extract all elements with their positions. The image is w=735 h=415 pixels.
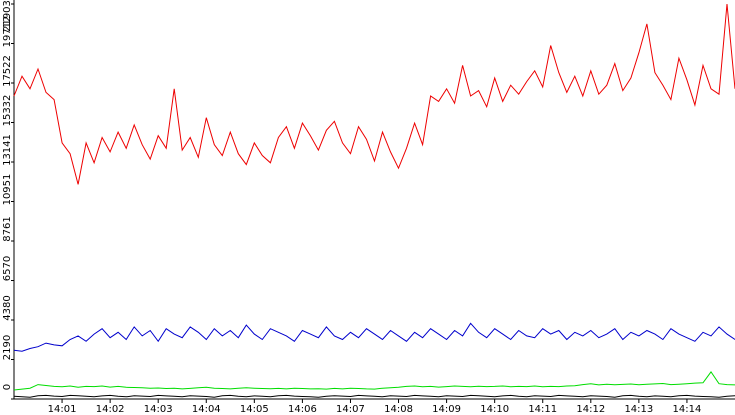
y-tick-label: 10951 [2, 174, 13, 206]
y-tick-label: 15332 [2, 95, 13, 127]
x-tick-label: 14:13 [624, 404, 653, 415]
series-line [13, 322, 735, 352]
y-tick-label: 6570 [2, 256, 13, 281]
series-line [13, 394, 735, 398]
x-tick-label: 14:11 [528, 404, 557, 415]
x-tick-label: 14:02 [96, 404, 125, 415]
y-tick-label: 2190 [2, 335, 13, 360]
y-tick-label: 13141 [2, 134, 13, 166]
x-tick-label: 14:07 [336, 404, 365, 415]
y-tick-label: 17522 [2, 55, 13, 87]
x-tick-label: 14:09 [432, 404, 461, 415]
y-tick-label: 8761 [2, 216, 13, 241]
y-tick-label: 21903 [2, 0, 13, 32]
y-tick-label: 19712 [2, 16, 13, 48]
x-tick-label: 14:14 [673, 404, 702, 415]
x-tick-label: 14:05 [240, 404, 269, 415]
x-tick-label: 14:12 [576, 404, 605, 415]
y-tick-label: 0 [2, 384, 13, 390]
x-tick-label: 14:08 [384, 404, 413, 415]
y-tick-label: 4380 [2, 295, 13, 320]
x-tick-label: 14:01 [48, 404, 77, 415]
x-tick-label: 14:03 [144, 404, 173, 415]
series-line [13, 371, 735, 391]
x-tick-label: 14:06 [288, 404, 317, 415]
x-tick-label: 14:10 [480, 404, 509, 415]
series-line [13, 3, 735, 185]
x-tick-label: 14:04 [192, 404, 221, 415]
